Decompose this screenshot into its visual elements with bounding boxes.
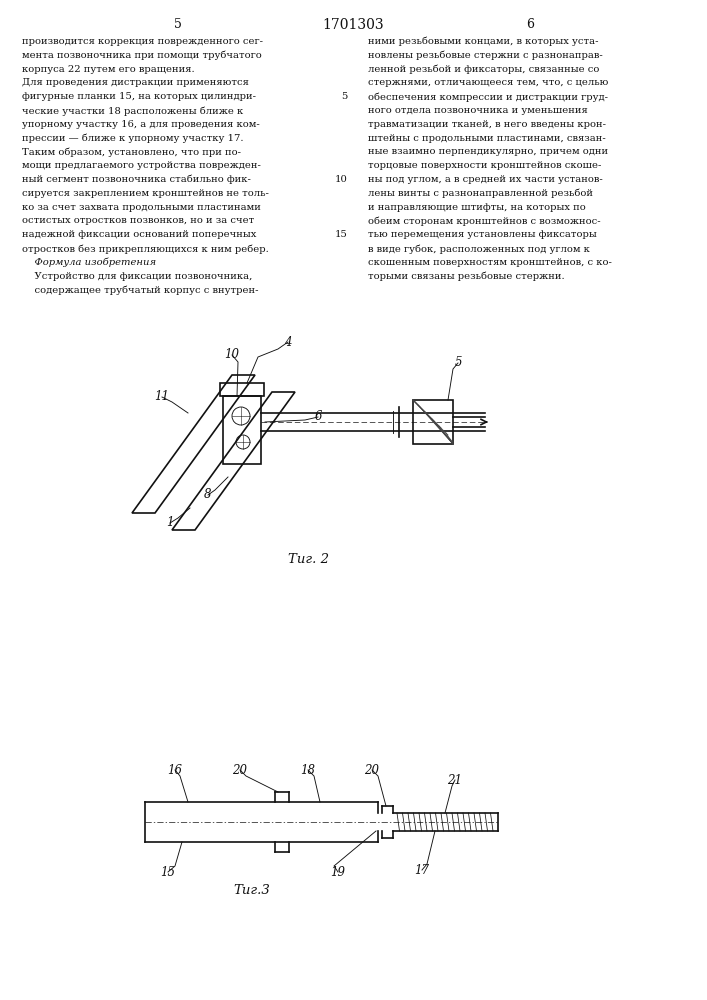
Text: 20: 20 — [233, 764, 247, 776]
Text: 21: 21 — [448, 774, 462, 786]
Text: 16: 16 — [168, 764, 182, 776]
Text: отростков без прикрепляющихся к ним ребер.: отростков без прикрепляющихся к ним ребе… — [22, 244, 269, 253]
Text: 5: 5 — [455, 357, 462, 369]
Text: 6: 6 — [526, 18, 534, 31]
Text: 1701303: 1701303 — [322, 18, 384, 32]
Text: обеим сторонам кронштейнов с возможнос-: обеим сторонам кронштейнов с возможнос- — [368, 216, 601, 226]
Text: мощи предлагаемого устройства поврежден-: мощи предлагаемого устройства поврежден- — [22, 161, 261, 170]
Text: прессии — ближе к упорному участку 17.: прессии — ближе к упорному участку 17. — [22, 134, 243, 143]
Text: Формула изобретения: Формула изобретения — [22, 258, 156, 267]
Bar — [413, 400, 453, 444]
Text: ного отдела позвоночника и уменьшения: ного отдела позвоночника и уменьшения — [368, 106, 588, 115]
Text: 4: 4 — [284, 336, 292, 349]
Text: лены винты с разнонаправленной резьбой: лены винты с разнонаправленной резьбой — [368, 189, 593, 198]
Text: штейны с продольными пластинами, связан-: штейны с продольными пластинами, связан- — [368, 134, 606, 143]
Text: новлены резьбовые стержни с разнонаправ-: новлены резьбовые стержни с разнонаправ- — [368, 51, 603, 60]
Text: надежной фиксации оснований поперечных: надежной фиксации оснований поперечных — [22, 230, 257, 239]
Text: ные взаимно перпендикулярно, причем одни: ные взаимно перпендикулярно, причем одни — [368, 147, 608, 156]
Text: Τиг.3: Τиг.3 — [233, 884, 270, 897]
Text: 17: 17 — [414, 863, 429, 876]
Bar — [223, 396, 261, 464]
Text: 19: 19 — [330, 865, 346, 879]
Text: Для проведения дистракции применяются: Для проведения дистракции применяются — [22, 78, 249, 87]
Text: остистых отростков позвонков, но и за счет: остистых отростков позвонков, но и за сч… — [22, 216, 255, 225]
Text: упорному участку 16, а для проведения ком-: упорному участку 16, а для проведения ко… — [22, 120, 259, 129]
Text: торцовые поверхности кронштейнов скоше-: торцовые поверхности кронштейнов скоше- — [368, 161, 602, 170]
Text: корпуса 22 путем его вращения.: корпуса 22 путем его вращения. — [22, 65, 194, 74]
Text: 10: 10 — [335, 175, 348, 184]
Text: ленной резьбой и фиксаторы, связанные со: ленной резьбой и фиксаторы, связанные со — [368, 65, 600, 74]
Text: 18: 18 — [300, 764, 315, 776]
Text: 6: 6 — [314, 410, 322, 424]
Text: 10: 10 — [225, 349, 240, 361]
Text: содержащее трубчатый корпус с внутрен-: содержащее трубчатый корпус с внутрен- — [22, 285, 259, 295]
Text: ко за счет захвата продольными пластинами: ко за счет захвата продольными пластинам… — [22, 203, 261, 212]
Text: мента позвоночника при помощи трубчатого: мента позвоночника при помощи трубчатого — [22, 51, 262, 60]
Text: 15: 15 — [160, 865, 175, 879]
Text: торыми связаны резьбовые стержни.: торыми связаны резьбовые стержни. — [368, 272, 565, 281]
Text: 8: 8 — [204, 488, 212, 502]
Text: ный сегмент позвоночника стабильно фик-: ный сегмент позвоночника стабильно фик- — [22, 175, 251, 184]
Text: ны под углом, а в средней их части установ-: ны под углом, а в средней их части устан… — [368, 175, 603, 184]
Text: в виде губок, расположенных под углом к: в виде губок, расположенных под углом к — [368, 244, 590, 253]
Text: 11: 11 — [155, 390, 170, 403]
Text: ческие участки 18 расположены ближе к: ческие участки 18 расположены ближе к — [22, 106, 243, 115]
Bar — [413, 400, 453, 444]
Text: обеспечения компрессии и дистракции груд-: обеспечения компрессии и дистракции груд… — [368, 92, 608, 102]
Text: 15: 15 — [335, 230, 348, 239]
Text: Устройство для фиксации позвоночника,: Устройство для фиксации позвоночника, — [22, 272, 252, 281]
Text: тью перемещения установлены фиксаторы: тью перемещения установлены фиксаторы — [368, 230, 597, 239]
Text: ними резьбовыми концами, в которых уста-: ними резьбовыми концами, в которых уста- — [368, 37, 599, 46]
Bar — [220, 383, 264, 396]
Text: травматизации тканей, в него введены крон-: травматизации тканей, в него введены кро… — [368, 120, 606, 129]
Text: стержнями, отличающееся тем, что, с целью: стержнями, отличающееся тем, что, с цель… — [368, 78, 609, 87]
Text: 5: 5 — [341, 92, 348, 101]
Text: 20: 20 — [365, 764, 380, 776]
Text: производится коррекция поврежденного сег-: производится коррекция поврежденного сег… — [22, 37, 263, 46]
Text: скошенным поверхностям кронштейнов, с ко-: скошенным поверхностям кронштейнов, с ко… — [368, 258, 612, 267]
Text: фигурные планки 15, на которых цилиндри-: фигурные планки 15, на которых цилиндри- — [22, 92, 256, 101]
Text: Таким образом, установлено, что при по-: Таким образом, установлено, что при по- — [22, 147, 241, 157]
Text: и направляющие штифты, на которых по: и направляющие штифты, на которых по — [368, 203, 586, 212]
Text: 5: 5 — [174, 18, 182, 31]
Text: 1: 1 — [166, 516, 174, 530]
Text: сируется закреплением кронштейнов не толь-: сируется закреплением кронштейнов не тол… — [22, 189, 269, 198]
Text: Τиг. 2: Τиг. 2 — [288, 553, 329, 566]
